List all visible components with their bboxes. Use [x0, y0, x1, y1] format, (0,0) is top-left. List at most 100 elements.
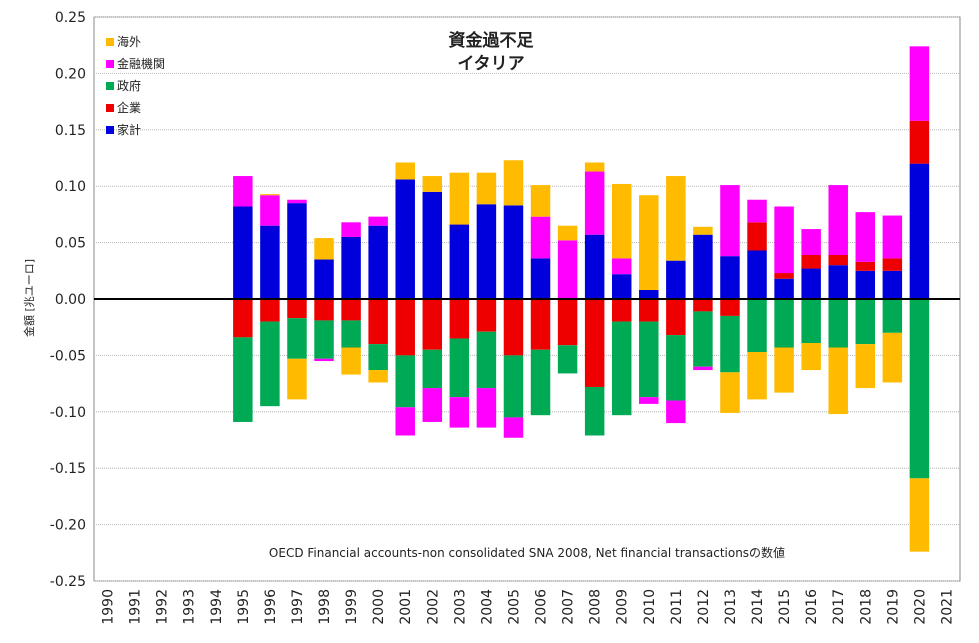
bar-segment — [368, 216, 388, 226]
bar-segment — [557, 240, 578, 299]
y-tick-label: -0.15 — [50, 461, 86, 477]
x-tick-label: 2002 — [425, 589, 441, 625]
chart-subtitle: イタリア — [457, 54, 524, 74]
bar-segment — [368, 225, 388, 299]
bar-segment — [611, 321, 632, 416]
y-tick-label: 0.15 — [55, 123, 86, 139]
bar-segment — [557, 225, 578, 241]
bar-segment — [314, 320, 334, 359]
bar-segment — [774, 299, 794, 348]
bar-segment — [287, 318, 307, 359]
bar-segment — [855, 270, 876, 299]
bar-segment — [557, 299, 578, 346]
bar-segment — [287, 199, 307, 204]
legend-label: 家計 — [117, 122, 141, 137]
bar-segment — [639, 299, 659, 322]
bar-segment — [666, 299, 686, 336]
bar-segment — [828, 185, 848, 256]
bar-segment — [909, 46, 930, 121]
bar-segment — [341, 347, 361, 375]
y-tick-label: 0.25 — [55, 10, 86, 26]
bar-segment — [260, 321, 280, 407]
x-tick-label: 2016 — [804, 589, 820, 625]
bar-segment — [666, 400, 686, 424]
bar-segment — [639, 289, 659, 299]
bar-segment — [611, 299, 632, 322]
x-tick-label: 1996 — [263, 589, 279, 625]
bar-segment — [368, 370, 388, 383]
bar-segment — [747, 250, 767, 299]
bar-segment — [395, 407, 415, 436]
bar-segment — [503, 160, 524, 206]
bar-segment — [503, 299, 524, 356]
bar-segment — [909, 299, 930, 479]
bar-segment — [557, 345, 578, 374]
bar-segment — [639, 195, 659, 290]
bar-segment — [476, 331, 497, 389]
x-tick-label: 2007 — [561, 589, 577, 625]
bar-segment — [882, 215, 903, 259]
x-tick-label: 2005 — [506, 589, 522, 625]
bar-segment — [449, 224, 470, 299]
bar-segment — [233, 176, 253, 207]
bar-segment — [341, 236, 361, 299]
bar-segment — [774, 278, 794, 299]
x-tick-label: 2013 — [723, 589, 739, 625]
bar-segment — [855, 344, 876, 389]
bar-segment — [828, 255, 848, 266]
y-tick-label: 0.20 — [55, 66, 86, 82]
bar-segment — [503, 417, 524, 438]
x-tick-label: 2011 — [669, 589, 685, 625]
x-tick-label: 2012 — [696, 589, 712, 625]
bar-segment — [720, 185, 740, 257]
bar-segment — [774, 347, 794, 393]
bar-segment — [449, 397, 470, 428]
bar-segment — [611, 258, 632, 275]
bar-segment — [801, 342, 821, 371]
bar-segment — [341, 222, 361, 237]
bar-segment — [260, 194, 280, 196]
bar-segment — [395, 179, 415, 299]
y-tick-label: -0.05 — [50, 348, 86, 364]
bar-segment — [314, 358, 334, 362]
x-tick-label: 2020 — [912, 589, 928, 625]
bar-segment — [584, 171, 605, 235]
legend-label: 金融機関 — [117, 56, 165, 71]
bar-segment — [260, 299, 280, 322]
bar-segment — [260, 225, 280, 299]
legend-swatch — [106, 82, 114, 90]
x-tick-label: 1999 — [344, 589, 360, 625]
bar-segment — [233, 206, 253, 299]
bar-segment — [720, 299, 740, 316]
bar-segment — [503, 355, 524, 418]
y-tick-label: -0.25 — [50, 574, 86, 590]
bar-segment — [530, 258, 551, 299]
bar-segment — [530, 185, 551, 217]
y-tick-label: 0.05 — [55, 236, 86, 252]
bar-segment — [774, 206, 794, 274]
x-tick-label: 2015 — [777, 589, 793, 625]
legend-label: 企業 — [117, 100, 141, 115]
chart-title: 資金過不足 — [449, 30, 534, 51]
bar-segment — [260, 195, 280, 226]
bar-segment — [314, 238, 334, 260]
bar-segment — [584, 299, 605, 387]
bar-segment — [395, 162, 415, 180]
y-tick-label: -0.10 — [50, 405, 86, 421]
x-tick-label: 2019 — [885, 589, 901, 625]
source-annotation: OECD Financial accounts-non consolidated… — [269, 545, 785, 560]
bar-segment — [882, 258, 903, 271]
bar-segment — [774, 273, 794, 279]
bar-segment — [828, 299, 848, 348]
bar-segment — [530, 216, 551, 259]
bar-segment — [747, 299, 767, 353]
bar-segment — [287, 299, 307, 319]
bar-segment — [422, 299, 443, 350]
y-axis-ticks: 0.25 0.20 0.15 0.10 0.05 0.00 -0.05 -0.10 -0.15 -… — [50, 10, 86, 590]
x-tick-label: 2018 — [858, 589, 874, 625]
bar-segment — [747, 222, 767, 251]
bar-segment — [639, 321, 659, 398]
legend-swatch — [106, 126, 114, 134]
